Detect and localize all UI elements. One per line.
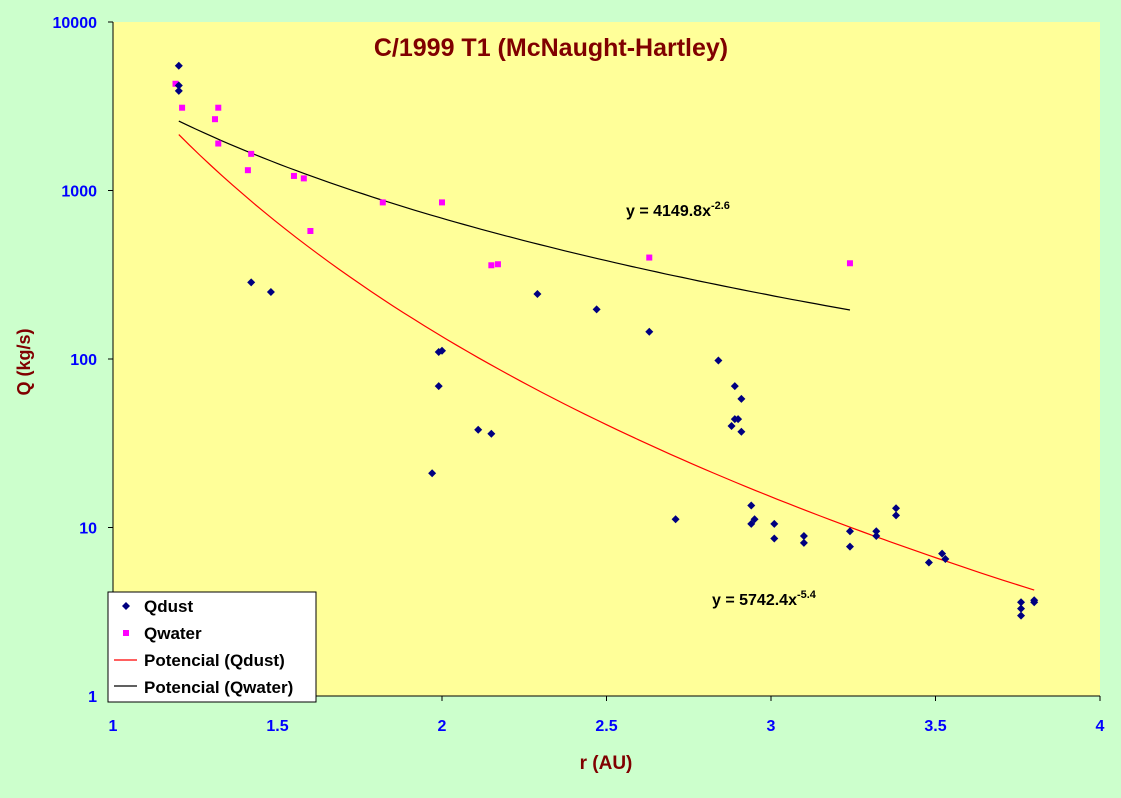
qdust-point [714, 356, 723, 365]
dust-fit-equation-base: y = 5742.4x [712, 592, 797, 609]
x-axis-label: r (AU) [580, 753, 633, 774]
qdust-point [770, 534, 779, 543]
qdust-point [747, 501, 756, 510]
qdust-point [434, 382, 443, 391]
qdust-point [750, 515, 759, 524]
qdust-point [892, 511, 901, 520]
qdust-point [924, 558, 933, 567]
qdust-point [799, 532, 808, 541]
qdust-point [1017, 598, 1026, 607]
qdust-point [730, 382, 739, 391]
y-tick-label: 1 [88, 689, 97, 706]
x-tick-label: 3.5 [924, 718, 946, 735]
qdust-point [727, 422, 736, 431]
legend-qwater-marker [123, 630, 129, 636]
plot-area [113, 22, 1100, 696]
qdust-point [428, 469, 437, 478]
qwater-point [179, 104, 186, 111]
qdust-point [1017, 611, 1026, 620]
qdust-point [266, 287, 275, 296]
points-layer [172, 61, 1039, 620]
x-tick-label: 2 [438, 718, 447, 735]
legend-dust-fit-label: Potencial (Qdust) [144, 651, 285, 670]
qdust-point [799, 538, 808, 547]
legend-water-fit-label: Potencial (Qwater) [144, 678, 293, 697]
x-tick-label: 1.5 [266, 718, 288, 735]
qdust-point [592, 305, 601, 314]
water-fit-equation: y = 4149.8x-2.6 [626, 200, 730, 220]
qwater-point [439, 199, 445, 206]
legend-qdust-marker [122, 602, 130, 610]
qdust-point [533, 290, 542, 299]
qwater-point [646, 254, 653, 261]
x-tick-label: 1 [109, 718, 118, 735]
qwater-point [244, 167, 251, 174]
qwater-point [215, 104, 222, 111]
qwater-point [172, 80, 179, 87]
qdust-point [938, 549, 947, 558]
qwater-point [379, 199, 386, 206]
qdust-point [174, 61, 183, 70]
qwater-point [211, 116, 218, 123]
y-tick-label: 1000 [61, 184, 97, 201]
qdust-point [487, 429, 496, 438]
y-axis-label: Q (kg/s) [14, 328, 34, 395]
qdust-point [671, 515, 680, 524]
qdust-point [1030, 598, 1039, 607]
qwater-point [290, 172, 297, 179]
qdust-point [737, 394, 746, 403]
qwater-point [248, 150, 255, 157]
qdust-point [645, 327, 654, 336]
qdust-point [872, 527, 881, 536]
y-tick-label: 10000 [53, 15, 98, 32]
qwater-point [846, 260, 853, 267]
dust-fit-equation-exponent: -5.4 [797, 589, 817, 601]
y-tick-label: 10 [79, 521, 97, 538]
qdust-point [1017, 604, 1026, 613]
qdust-point [734, 415, 743, 424]
qdust-point [737, 427, 746, 436]
qdust-point [941, 555, 950, 564]
legend: Qdust Qwater Potencial (Qdust) Potencial… [107, 591, 317, 703]
qwater-point [300, 175, 307, 182]
ticks-layer: 1 1.5 2 2.5 3 3.5 4 1 10 100 1000 10000 [53, 15, 1105, 735]
qdust-point [872, 532, 881, 541]
qwater-point [307, 227, 314, 234]
x-tick-label: 4 [1096, 718, 1105, 735]
qwater-point [215, 140, 222, 147]
legend-qwater-label: Qwater [144, 624, 202, 643]
qdust-point [747, 519, 756, 528]
qdust-point [247, 278, 256, 287]
dust-fit-curve [178, 134, 1035, 591]
qdust-point [174, 86, 183, 95]
qdust-point [438, 346, 446, 355]
qwater-point [488, 262, 495, 269]
water-fit-equation-base: y = 4149.8x [626, 203, 711, 220]
qdust-point [174, 81, 183, 90]
trendline-layer [178, 120, 1035, 591]
qdust-point [892, 504, 901, 513]
legend-box [107, 591, 317, 703]
x-tick-label: 3 [767, 718, 776, 735]
water-fit-equation-exponent: -2.6 [711, 200, 730, 212]
chart-title: C/1999 T1 (McNaught-Hartley) [374, 34, 728, 62]
qdust-point [474, 425, 483, 434]
dust-fit-equation: y = 5742.4x-5.4 [712, 589, 817, 609]
qdust-point [845, 527, 854, 536]
water-fit-curve [178, 120, 851, 311]
y-tick-label: 100 [70, 352, 97, 369]
qdust-point [845, 542, 854, 551]
qdust-point [770, 519, 779, 528]
qwater-point [494, 261, 501, 268]
legend-qdust-label: Qdust [144, 597, 193, 616]
x-tick-label: 2.5 [595, 718, 617, 735]
